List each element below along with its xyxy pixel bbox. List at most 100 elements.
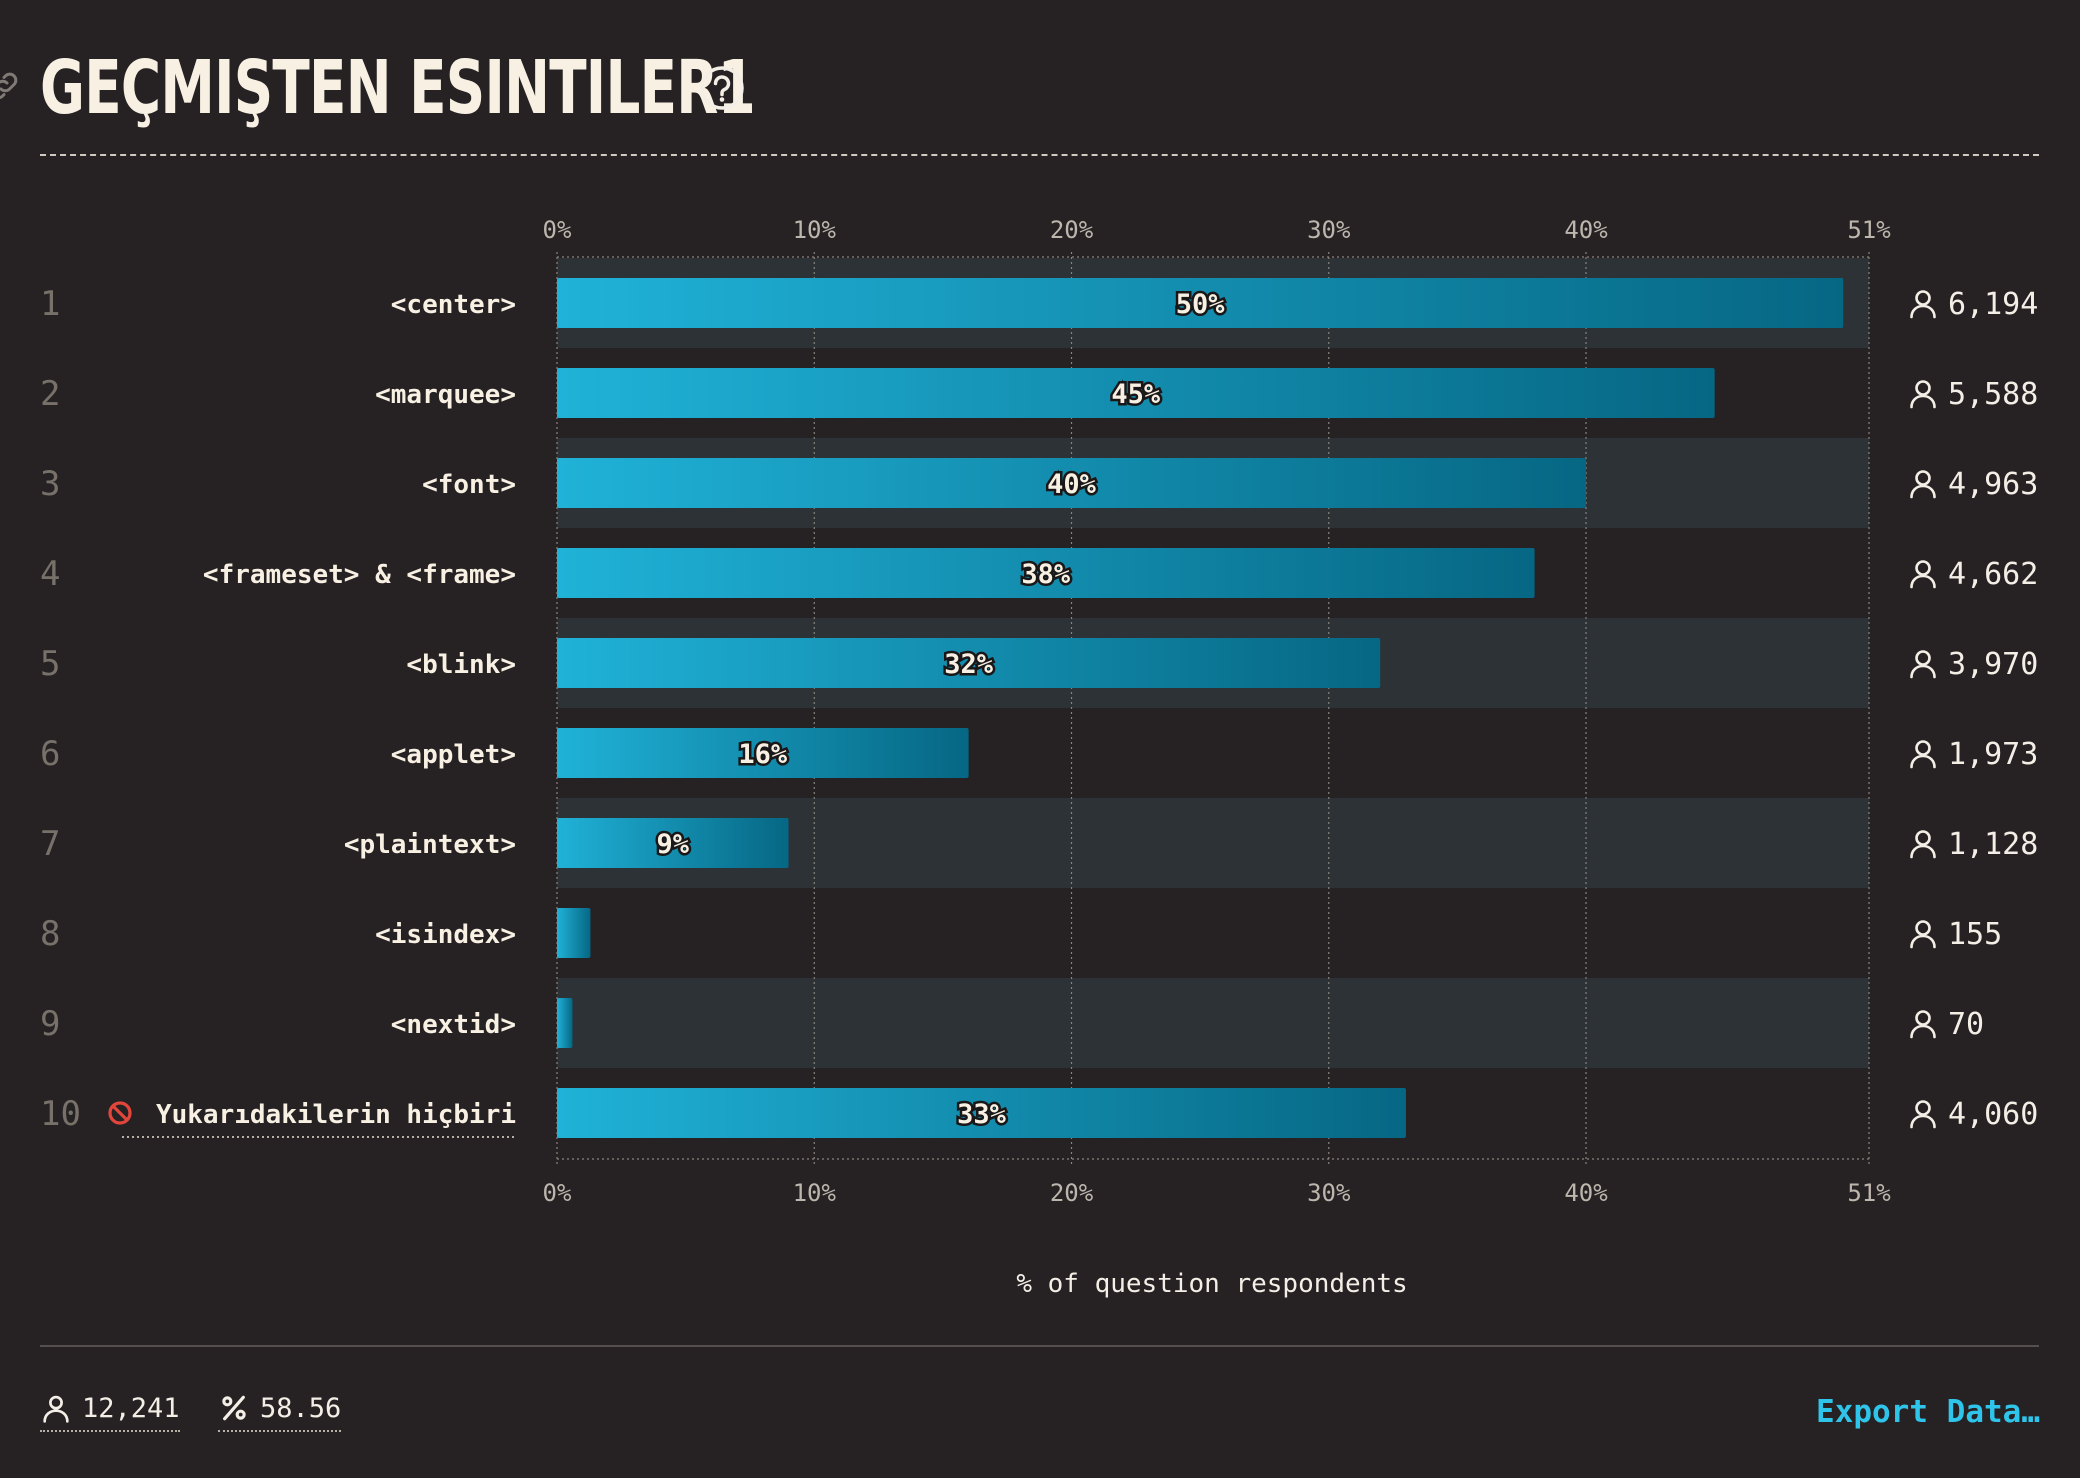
bar-value-label: 9% — [657, 829, 690, 860]
user-icon-body — [1910, 1024, 1936, 1039]
rank-number: 6 — [40, 734, 60, 774]
category-label[interactable]: <center> — [391, 290, 516, 320]
percent-icon — [222, 1395, 246, 1421]
user-icon-head — [1915, 560, 1931, 576]
user-icon-head — [1915, 740, 1931, 756]
user-icon-body — [1910, 844, 1936, 859]
respondent-count: 1,973 — [1948, 737, 2038, 772]
x-tick-label-bottom: 20% — [1050, 1179, 1094, 1207]
bar-value-label: 50% — [1176, 289, 1226, 320]
rank-number: 7 — [40, 824, 60, 864]
bar[interactable] — [557, 908, 591, 958]
bar-value-label: 33% — [957, 1099, 1007, 1130]
respondent-count: 3,970 — [1948, 647, 2038, 682]
user-icon-body — [1910, 754, 1936, 769]
user-icon-body — [1910, 664, 1936, 679]
category-label[interactable]: <nextid> — [391, 1010, 516, 1040]
user-icon — [1910, 290, 1936, 319]
user-icon-head — [1915, 1010, 1931, 1026]
user-icon-head — [1915, 470, 1931, 486]
category-label[interactable]: <blink> — [406, 650, 516, 680]
bar-value-label: 45% — [1111, 379, 1161, 410]
total-respondents[interactable]: 12,241 — [40, 1392, 180, 1432]
user-icon-body — [1910, 394, 1936, 409]
x-tick-label-top: 10% — [793, 216, 837, 244]
user-icon — [1910, 1010, 1936, 1039]
x-tick-label-top: 20% — [1050, 216, 1094, 244]
user-icon-head — [1915, 290, 1931, 306]
x-tick-label-bottom: 30% — [1307, 1179, 1351, 1207]
prohibited-icon-ring — [108, 1101, 132, 1125]
page-title: GEÇMIŞTEN ESINTILER1 — [40, 45, 756, 131]
category-label[interactable]: <plaintext> — [344, 830, 516, 860]
bar[interactable] — [557, 818, 789, 868]
respondent-count: 4,060 — [1948, 1097, 2038, 1132]
category-label[interactable]: <applet> — [391, 740, 516, 770]
user-icon-head — [1915, 830, 1931, 846]
export-data-button[interactable]: Export Data… — [1816, 1394, 2040, 1430]
x-tick-label-top: 30% — [1307, 216, 1351, 244]
link-icon[interactable] — [0, 68, 22, 104]
prohibited-icon — [108, 1101, 132, 1125]
category-label[interactable]: <font> — [422, 470, 516, 500]
respondent-count: 155 — [1948, 917, 2002, 952]
bar-value-label: 38% — [1021, 559, 1071, 590]
footer-divider — [40, 1345, 2039, 1347]
bar[interactable] — [557, 278, 1844, 328]
user-icon — [1910, 470, 1936, 499]
x-tick-label-bottom: 0% — [543, 1179, 572, 1207]
user-icon — [1910, 1100, 1936, 1129]
category-label[interactable]: <frameset> & <frame> — [203, 560, 516, 590]
user-icon-body — [1910, 934, 1936, 949]
rank-number: 2 — [40, 374, 60, 414]
bar[interactable] — [557, 998, 573, 1048]
user-icon — [1910, 920, 1936, 949]
user-icon-body — [1910, 484, 1936, 499]
response-rate-value: 58.56 — [260, 1392, 342, 1424]
respondent-count: 70 — [1948, 1007, 1984, 1042]
respondents-count: 12,241 — [82, 1392, 180, 1424]
bar[interactable] — [557, 1088, 1406, 1138]
row-band — [557, 978, 1869, 1068]
user-icon-head — [1915, 1100, 1931, 1116]
respondent-count: 5,588 — [1948, 377, 2038, 412]
help-icon[interactable] — [698, 64, 746, 112]
rank-number: 9 — [40, 1004, 60, 1044]
rank-number: 1 — [40, 284, 60, 324]
user-icon — [1910, 740, 1936, 769]
user-icon-body — [1910, 304, 1936, 319]
title-divider — [40, 154, 2039, 156]
user-icon — [1910, 830, 1936, 859]
user-icon-body — [1910, 1114, 1936, 1129]
bar[interactable] — [557, 728, 969, 778]
bar[interactable] — [557, 548, 1535, 598]
category-label[interactable]: <marquee> — [375, 380, 516, 410]
x-tick-label-top: 40% — [1564, 216, 1608, 244]
x-tick-label-bottom: 51% — [1847, 1179, 1891, 1207]
user-icon-head — [1915, 650, 1931, 666]
response-rate[interactable]: 58.56 — [218, 1392, 342, 1432]
x-tick-label-top: 51% — [1847, 216, 1891, 244]
user-icon-body — [1910, 574, 1936, 589]
user-icon — [1910, 380, 1936, 409]
user-icon — [1910, 650, 1936, 679]
rank-number: 10 — [40, 1094, 81, 1134]
respondent-count: 6,194 — [1948, 287, 2038, 322]
rank-number: 5 — [40, 644, 60, 684]
respondent-count: 4,963 — [1948, 467, 2038, 502]
category-label[interactable]: Yukarıdakilerin hiçbiri — [156, 1100, 516, 1130]
user-icon — [43, 1395, 69, 1423]
bar-value-label: 32% — [944, 649, 994, 680]
category-label[interactable]: <isindex> — [375, 920, 516, 950]
user-icon — [1910, 560, 1936, 589]
bar[interactable] — [557, 458, 1587, 508]
x-axis-title: % of question respondents — [1016, 1269, 1407, 1299]
user-icon-head — [1915, 380, 1931, 396]
bar-value-label: 40% — [1047, 469, 1097, 500]
bar[interactable] — [557, 638, 1381, 688]
rank-number: 8 — [40, 914, 60, 954]
respondent-count: 4,662 — [1948, 557, 2038, 592]
rank-number: 3 — [40, 464, 60, 504]
bar-value-label: 16% — [738, 739, 788, 770]
bar[interactable] — [557, 368, 1715, 418]
